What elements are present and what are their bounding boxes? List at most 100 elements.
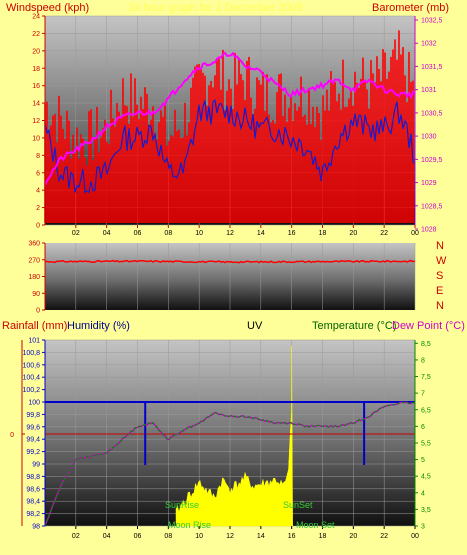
- dewpoint-axis-label: Dew Point (°C): [392, 320, 465, 332]
- humidity-tick-label: 100: [28, 400, 40, 407]
- dir-label-s: S: [436, 270, 444, 282]
- wind-tick-label: 2: [36, 205, 40, 212]
- time-tick-label: 00: [411, 230, 419, 237]
- moonset-label: Moon Set: [296, 520, 335, 530]
- temp-tick-label: 6,5: [421, 407, 431, 414]
- humidity-tick-label: 100,2: [22, 387, 40, 394]
- wind-tick-label: 24: [32, 14, 40, 21]
- baro-tick-label: 1028,5: [421, 203, 443, 210]
- humidity-tick-label: 100,6: [22, 362, 40, 369]
- wind-tick-label: 22: [32, 31, 40, 38]
- lower-time-tick-label: 12: [226, 533, 234, 540]
- humidity-tick-label: 100,4: [22, 375, 40, 382]
- time-tick-label: 22: [380, 230, 388, 237]
- dir-label-n: N: [436, 240, 444, 252]
- baro-tick-label: 1031: [421, 87, 437, 94]
- dir-label-w: W: [436, 255, 447, 267]
- lower-time-tick-label: 18: [319, 533, 327, 540]
- time-tick-label: 16: [288, 230, 296, 237]
- uv-axis-label: UV: [247, 320, 263, 332]
- lower-time-tick-label: 02: [72, 533, 80, 540]
- temp-tick-label: 3: [421, 524, 425, 531]
- dir-tick-label: 90: [32, 291, 40, 298]
- humidity-tick-label: 100,8: [22, 350, 40, 357]
- baro-tick-label: 1029: [421, 180, 437, 187]
- lower-time-tick-label: 20: [349, 533, 357, 540]
- sunrise-label: SunRise: [165, 500, 200, 510]
- dir-tick-label: 360: [28, 241, 40, 248]
- temp-tick-label: 8,5: [421, 341, 431, 348]
- temp-tick-label: 5,5: [421, 440, 431, 447]
- wind-tick-label: 18: [32, 66, 40, 73]
- wind-tick-label: 4: [36, 188, 40, 195]
- chart-title: 24 hour graph for 1 December 2009: [128, 2, 303, 14]
- dir-tick-label: 270: [28, 257, 40, 264]
- baro-tick-label: 1028: [421, 227, 437, 234]
- baro-tick-label: 1029,5: [421, 157, 443, 164]
- dir-label-e: E: [436, 285, 444, 297]
- moonrise-label: Moon Rise: [168, 520, 212, 530]
- humidity-tick-label: 99,2: [26, 449, 40, 456]
- baro-tick-label: 1032: [421, 41, 437, 48]
- lower-time-tick-label: 10: [195, 533, 203, 540]
- temp-tick-label: 8: [421, 357, 425, 364]
- humidity-tick-label: 98,4: [26, 499, 40, 506]
- wind-tick-label: 16: [32, 83, 40, 90]
- humidity-tick-label: 98,8: [26, 474, 40, 481]
- humidity-tick-label: 101: [28, 338, 40, 345]
- wind-tick-label: 14: [32, 101, 40, 108]
- temp-tick-label: 6: [421, 424, 425, 431]
- lower-time-tick-label: 00: [411, 533, 419, 540]
- wind-axis-label: Windspeed (kph): [6, 2, 90, 14]
- lower-time-tick-label: 22: [380, 533, 388, 540]
- baro-tick-label: 1032,5: [421, 18, 443, 25]
- baro-axis-label: Barometer (mb): [372, 2, 450, 14]
- humidity-tick-label: 98: [32, 524, 40, 531]
- temp-tick-label: 4,5: [421, 474, 431, 481]
- lower-time-tick-label: 04: [103, 533, 111, 540]
- lower-time-tick-label: 06: [134, 533, 142, 540]
- temp-tick-label: 3,5: [421, 507, 431, 514]
- baro-tick-label: 1030: [421, 134, 437, 141]
- humidity-axis-label: Humidity (%): [67, 320, 130, 332]
- rainfall-tick-label: 0: [10, 432, 14, 439]
- lower-time-tick-label: 16: [288, 533, 296, 540]
- baro-tick-label: 1030,5: [421, 110, 443, 117]
- temp-tick-label: 4: [421, 490, 425, 497]
- wind-direction-line: [44, 259, 416, 264]
- lower-time-tick-label: 14: [257, 533, 265, 540]
- dir-tick-label: 0: [36, 308, 40, 315]
- time-tick-label: 08: [164, 230, 172, 237]
- wind-tick-label: 12: [32, 118, 40, 125]
- uv-area: [175, 345, 293, 527]
- humidity-tick-label: 99,8: [26, 412, 40, 419]
- time-tick-label: 10: [195, 230, 203, 237]
- wind-tick-label: 6: [36, 170, 40, 177]
- temperature-axis-label: Temperature (°C): [312, 320, 397, 332]
- wind-tick-label: 0: [36, 223, 40, 230]
- time-tick-label: 20: [349, 230, 357, 237]
- time-tick-label: 12: [226, 230, 234, 237]
- humidity-tick-label: 99,4: [26, 437, 40, 444]
- wind-tick-label: 20: [32, 48, 40, 55]
- temp-tick-label: 7: [421, 391, 425, 398]
- barometer-line: [44, 51, 416, 186]
- lower-time-tick-label: 08: [164, 533, 172, 540]
- humidity-tick-label: 98,2: [26, 511, 40, 518]
- sunset-label: SunSet: [283, 500, 313, 510]
- time-tick-label: 14: [257, 230, 265, 237]
- time-tick-label: 04: [103, 230, 111, 237]
- rain-axis-label: Rainfall (mm): [2, 320, 68, 332]
- humidity-tick-label: 99: [32, 462, 40, 469]
- temp-tick-label: 5: [421, 457, 425, 464]
- wind-tick-label: 10: [32, 135, 40, 142]
- time-tick-label: 02: [72, 230, 80, 237]
- dir-tick-label: 180: [28, 274, 40, 281]
- humidity-tick-label: 99,6: [26, 424, 40, 431]
- wind-average-line: [44, 98, 416, 194]
- wind-tick-label: 8: [36, 153, 40, 160]
- temp-tick-label: 7,5: [421, 374, 431, 381]
- humidity-tick-label: 98,6: [26, 486, 40, 493]
- time-tick-label: 18: [319, 230, 327, 237]
